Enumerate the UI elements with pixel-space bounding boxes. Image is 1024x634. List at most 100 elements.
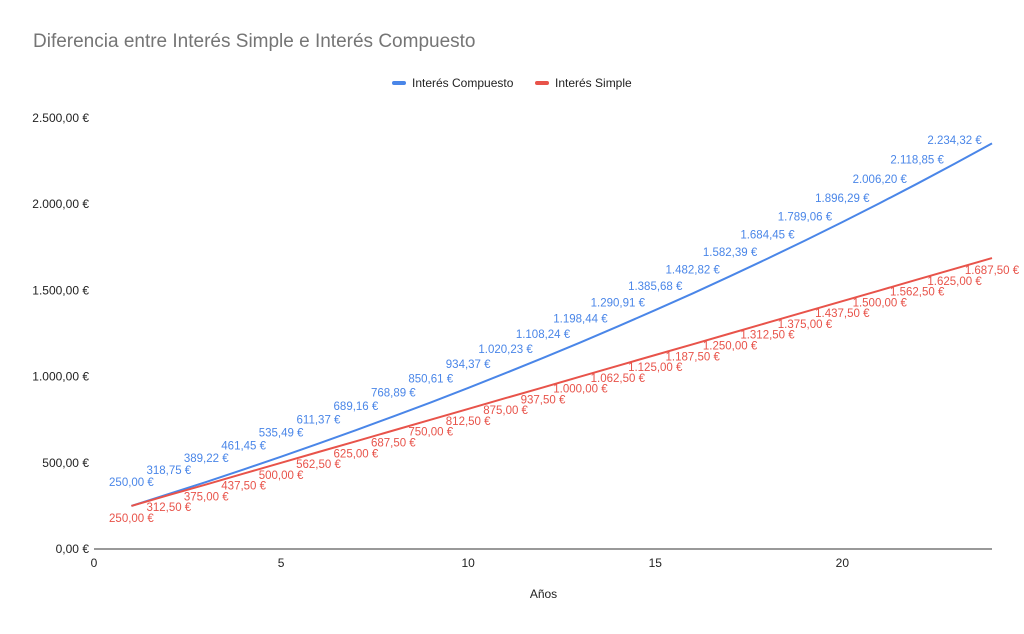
data-point-simple: [354, 440, 357, 443]
data-point-compound: [916, 182, 919, 185]
y-tick-label: 2.000,00 €: [32, 197, 89, 211]
data-label-simple: 375,00 €: [184, 491, 229, 503]
data-point-simple: [841, 300, 844, 303]
series-line-compound: [131, 142, 993, 507]
data-point-simple: [916, 278, 919, 281]
x-tick-label: 10: [461, 556, 475, 570]
data-point-simple: [130, 504, 133, 507]
data-label-simple: 562,50 €: [296, 459, 341, 471]
data-label-simple: 937,50 €: [521, 394, 566, 406]
data-point-compound: [579, 341, 582, 344]
y-tick-label: 0,00 €: [56, 542, 90, 556]
data-label-compound: 318,75 €: [146, 465, 191, 477]
data-point-simple: [579, 375, 582, 378]
data-label-compound: 1.385,68 €: [628, 281, 683, 293]
data-label-compound: 1.198,44 €: [553, 313, 608, 325]
x-tick-label: 5: [278, 556, 285, 570]
data-label-compound: 2.006,20 €: [853, 174, 908, 186]
data-label-simple: 1.375,00 €: [778, 319, 833, 331]
data-point-simple: [729, 332, 732, 335]
data-point-compound: [953, 162, 956, 165]
data-point-simple: [467, 407, 470, 410]
legend-item-simple[interactable]: Interés Simple: [535, 76, 632, 90]
x-tick-label: 20: [836, 556, 850, 570]
data-point-simple: [766, 321, 769, 324]
data-point-compound: [317, 442, 320, 445]
data-point-compound: [280, 455, 283, 458]
data-label-compound: 1.896,29 €: [815, 193, 870, 205]
legend-label-simple: Interés Simple: [555, 76, 632, 90]
data-label-compound: 389,22 €: [184, 453, 229, 465]
data-label-compound: 850,61 €: [408, 373, 453, 385]
legend-label-compound: Interés Compuesto: [412, 76, 514, 90]
data-point-simple: [542, 386, 545, 389]
data-point-compound: [504, 372, 507, 375]
data-point-compound: [542, 356, 545, 359]
data-point-compound: [654, 309, 657, 312]
legend-item-compound[interactable]: Interés Compuesto: [392, 76, 513, 90]
data-label-simple: 1.187,50 €: [665, 351, 720, 363]
data-point-simple: [616, 364, 619, 367]
data-point-simple: [205, 483, 208, 486]
data-label-simple: 625,00 €: [334, 448, 379, 460]
data-label-simple: 750,00 €: [408, 427, 453, 439]
data-label-simple: 312,50 €: [146, 502, 191, 514]
data-point-compound: [467, 386, 470, 389]
data-point-compound: [354, 429, 357, 432]
data-label-simple: 1.562,50 €: [890, 287, 945, 299]
data-point-compound: [616, 325, 619, 328]
data-label-compound: 1.482,82 €: [665, 264, 720, 276]
y-tick-label: 2.500,00 €: [32, 111, 89, 125]
legend: Interés Compuesto Interés Simple: [0, 76, 1024, 92]
data-point-simple: [429, 418, 432, 421]
data-label-simple: 687,50 €: [371, 437, 416, 449]
data-point-simple: [280, 461, 283, 464]
data-label-simple: 250,00 €: [109, 513, 154, 525]
data-label-compound: 2.234,32 €: [927, 135, 982, 147]
data-point-simple: [691, 343, 694, 346]
data-label-simple: 812,50 €: [446, 416, 491, 428]
data-point-simple: [878, 289, 881, 292]
data-label-simple: 1.000,00 €: [553, 384, 608, 396]
data-point-compound: [841, 221, 844, 224]
y-tick-label: 500,00 €: [42, 456, 89, 470]
data-label-simple: 1.250,00 €: [703, 341, 758, 353]
data-label-compound: 250,00 €: [109, 477, 154, 489]
data-label-simple: 1.687,50 €: [965, 265, 1020, 277]
data-point-simple: [803, 310, 806, 313]
x-tick-label: 15: [649, 556, 663, 570]
data-point-compound: [429, 401, 432, 404]
data-label-compound: 1.020,23 €: [478, 344, 533, 356]
data-label-compound: 934,37 €: [446, 359, 491, 371]
data-point-simple: [167, 494, 170, 497]
data-label-compound: 461,45 €: [221, 440, 266, 452]
data-point-compound: [392, 415, 395, 418]
data-label-compound: 689,16 €: [334, 401, 379, 413]
data-point-simple: [654, 354, 657, 357]
series-line-simple: [131, 257, 993, 507]
data-label-simple: 1.500,00 €: [853, 297, 908, 309]
data-point-compound: [803, 239, 806, 242]
data-label-compound: 1.290,91 €: [591, 297, 646, 309]
data-point-compound: [242, 468, 245, 471]
data-label-compound: 1.789,06 €: [778, 212, 833, 224]
data-point-simple: [242, 472, 245, 475]
data-point-simple: [504, 397, 507, 400]
data-label-simple: 500,00 €: [259, 470, 304, 482]
data-label-compound: 1.582,39 €: [703, 247, 758, 259]
legend-swatch-compound: [392, 81, 406, 85]
data-label-compound: 2.118,85 €: [890, 155, 944, 167]
data-point-simple: [953, 267, 956, 270]
data-label-simple: 875,00 €: [483, 405, 528, 417]
data-label-simple: 437,50 €: [221, 481, 266, 493]
data-label-compound: 611,37 €: [297, 415, 342, 427]
data-point-compound: [766, 257, 769, 260]
data-point-simple: [317, 451, 320, 454]
chart-title: Diferencia entre Interés Simple e Interé…: [33, 31, 476, 52]
data-point-compound: [691, 292, 694, 295]
data-point-compound: [991, 142, 994, 145]
data-label-simple: 1.062,50 €: [591, 373, 646, 385]
data-label-simple: 1.437,50 €: [815, 308, 870, 320]
data-label-simple: 1.625,00 €: [927, 276, 982, 288]
